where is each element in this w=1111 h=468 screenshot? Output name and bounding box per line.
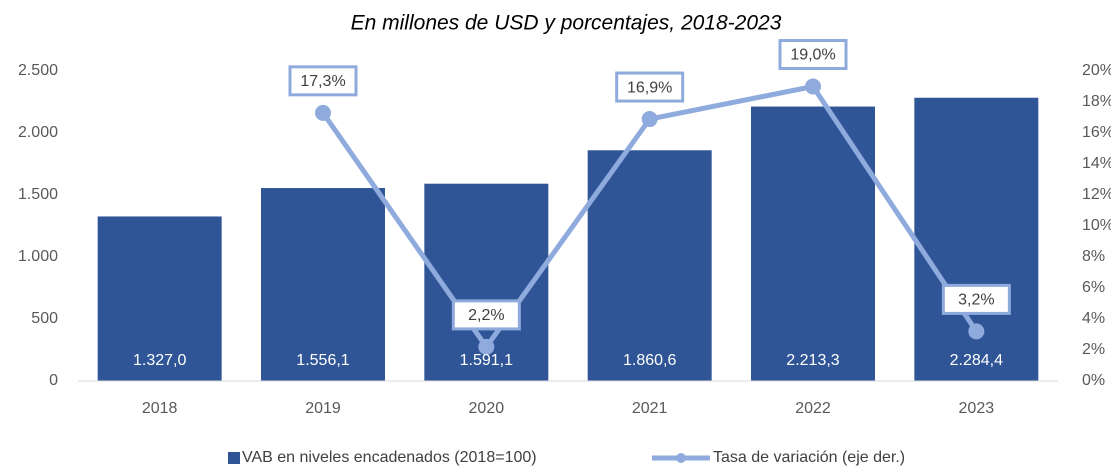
y2-tick-label: 14% bbox=[1082, 155, 1111, 172]
bar-value-label: 1.327,0 bbox=[133, 352, 186, 369]
line-marker bbox=[641, 111, 658, 128]
x-tick-label: 2023 bbox=[959, 400, 995, 417]
legend-marker bbox=[676, 453, 686, 463]
line-label-box bbox=[615, 71, 685, 103]
y2-tick-label: 16% bbox=[1082, 124, 1111, 141]
y-tick-label: 0 bbox=[49, 372, 58, 389]
legend-label: Tasa de variación (eje der.) bbox=[713, 449, 905, 466]
line-marker bbox=[315, 104, 331, 121]
x-tick-label: 2018 bbox=[142, 400, 178, 417]
bar-value-label: 1.591,1 bbox=[460, 352, 513, 369]
y2-tick-label: 0% bbox=[1082, 372, 1105, 389]
bar-value-label: 2.284,4 bbox=[950, 352, 1003, 369]
line-marker bbox=[805, 78, 821, 95]
y-tick-label: 2.000 bbox=[18, 124, 58, 141]
bar-value-label: 1.556,1 bbox=[296, 352, 349, 369]
line-marker bbox=[968, 323, 985, 340]
y-tick-label: 2.500 bbox=[18, 62, 58, 79]
y2-tick-label: 6% bbox=[1082, 279, 1105, 296]
y2-tick-label: 10% bbox=[1082, 217, 1111, 234]
y2-tick-label: 20% bbox=[1082, 62, 1111, 79]
bar-value-label: 2.213,3 bbox=[786, 352, 839, 369]
line-label-box bbox=[778, 39, 848, 70]
legend-label: VAB en niveles encadenados (2018=100) bbox=[242, 449, 537, 466]
line-value-label: 2,2% bbox=[468, 307, 504, 324]
bar bbox=[97, 216, 222, 381]
bar bbox=[587, 150, 712, 381]
x-tick-label: 2021 bbox=[632, 400, 668, 417]
x-tick-label: 2019 bbox=[305, 400, 341, 417]
y2-tick-label: 2% bbox=[1082, 341, 1105, 358]
bar-value-label: 1.860,6 bbox=[623, 352, 676, 369]
chart-title: En millones de USD y porcentajes, 2018-2… bbox=[351, 12, 782, 35]
x-tick-label: 2022 bbox=[795, 400, 831, 417]
x-tick-label: 2020 bbox=[469, 400, 505, 417]
bar bbox=[261, 188, 385, 381]
y-tick-label: 500 bbox=[31, 310, 58, 327]
y-tick-label: 1.500 bbox=[18, 186, 58, 203]
line-value-label: 3,2% bbox=[958, 292, 994, 309]
line-label-box bbox=[451, 299, 521, 331]
line-value-label: 19,0% bbox=[790, 47, 835, 64]
legend-swatch bbox=[228, 452, 240, 464]
y2-tick-label: 18% bbox=[1082, 93, 1111, 110]
y2-tick-label: 8% bbox=[1082, 248, 1105, 265]
y-tick-label: 1.000 bbox=[18, 248, 58, 265]
y2-tick-label: 12% bbox=[1082, 186, 1111, 203]
line-label-box bbox=[941, 283, 1011, 315]
line-value-label: 17,3% bbox=[300, 73, 345, 90]
line-marker bbox=[478, 338, 495, 355]
line-label-box bbox=[288, 65, 358, 97]
y2-tick-label: 4% bbox=[1082, 310, 1105, 327]
line-value-label: 16,9% bbox=[627, 79, 672, 96]
